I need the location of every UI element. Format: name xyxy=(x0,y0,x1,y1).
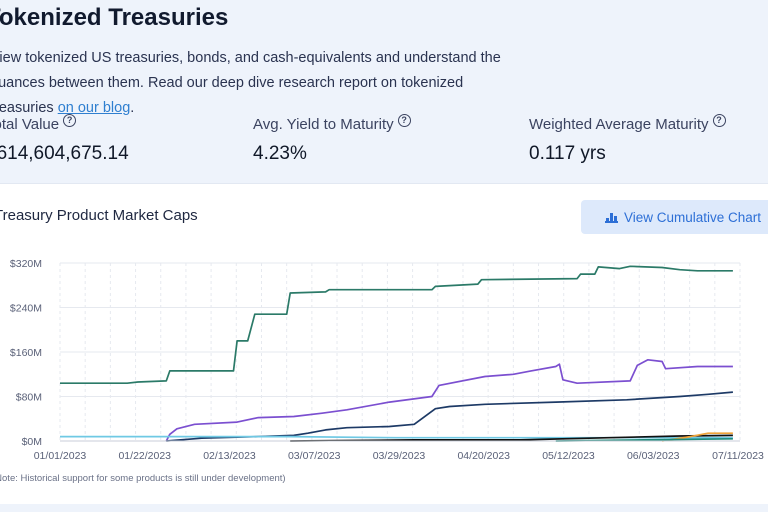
stat-total-value: Total Value? $614,604,675.14 xyxy=(0,114,129,165)
series-line-purple xyxy=(165,358,733,442)
help-circle-icon[interactable]: ? xyxy=(397,114,411,127)
help-circle-icon[interactable]: ? xyxy=(63,114,77,127)
y-tick-label: $0M xyxy=(22,436,42,448)
help-circle-icon[interactable]: ? xyxy=(712,114,726,127)
y-tick-label: $240M xyxy=(10,303,42,315)
x-tick-label: 04/20/2023 xyxy=(457,450,510,462)
bar-chart-icon xyxy=(605,212,618,223)
intro-suffix: . xyxy=(130,100,135,116)
view-cumulative-chart-button[interactable]: View Cumulative Chart xyxy=(581,200,768,234)
stat-label: Total Value xyxy=(0,116,60,133)
stat-label: Avg. Yield to Maturity xyxy=(253,116,394,133)
chart-footnote: (Note: Historical support for some produ… xyxy=(0,473,286,484)
x-tick-label: 01/01/2023 xyxy=(34,450,87,462)
x-tick-label: 03/07/2023 xyxy=(288,450,341,462)
blog-link[interactable]: on our blog xyxy=(57,100,131,116)
y-tick-label: $80M xyxy=(16,392,42,404)
x-tick-label: 05/12/2023 xyxy=(542,450,595,462)
series-line-navy xyxy=(166,391,733,442)
stat-value: 4.23% xyxy=(253,143,307,164)
chart-title: Treasury Product Market Caps xyxy=(0,207,198,224)
stat-avg-yield: Avg. Yield to Maturity? 4.23% xyxy=(253,114,411,165)
stat-value: 0.117 yrs xyxy=(529,143,606,164)
stat-label: Weighted Average Maturity xyxy=(529,116,709,133)
market-cap-chart[interactable]: $0M $80M $160M $240M $320M 01/01/2023 01/22/20… xyxy=(0,245,768,467)
x-tick-label: 03/29/2023 xyxy=(373,450,426,462)
series-line-green xyxy=(60,265,733,385)
stat-value: $614,604,675.14 xyxy=(0,143,129,164)
page-title: Tokenized Treasuries xyxy=(0,4,229,31)
x-tick-label: 06/03/2023 xyxy=(627,450,680,462)
chart-card xyxy=(0,183,768,504)
stat-weighted-maturity: Weighted Average Maturity? 0.117 yrs xyxy=(529,114,726,165)
intro-text: View tokenized US treasuries, bonds, and… xyxy=(0,50,501,116)
button-label: View Cumulative Chart xyxy=(624,209,762,225)
series-line-black xyxy=(290,434,733,442)
y-tick-label: $320M xyxy=(10,258,42,270)
page-description: View tokenized US treasuries, bonds, and… xyxy=(0,46,530,121)
x-tick-label: 02/13/2023 xyxy=(203,450,256,462)
y-tick-label: $160M xyxy=(10,347,42,359)
x-tick-label: 01/22/2023 xyxy=(118,450,171,462)
x-tick-label: 07/11/2023 xyxy=(712,450,764,462)
